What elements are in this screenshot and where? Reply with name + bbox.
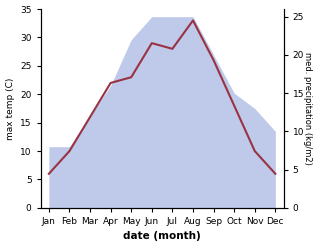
X-axis label: date (month): date (month): [123, 231, 201, 242]
Y-axis label: max temp (C): max temp (C): [5, 77, 15, 140]
Y-axis label: med. precipitation (kg/m2): med. precipitation (kg/m2): [303, 52, 313, 165]
